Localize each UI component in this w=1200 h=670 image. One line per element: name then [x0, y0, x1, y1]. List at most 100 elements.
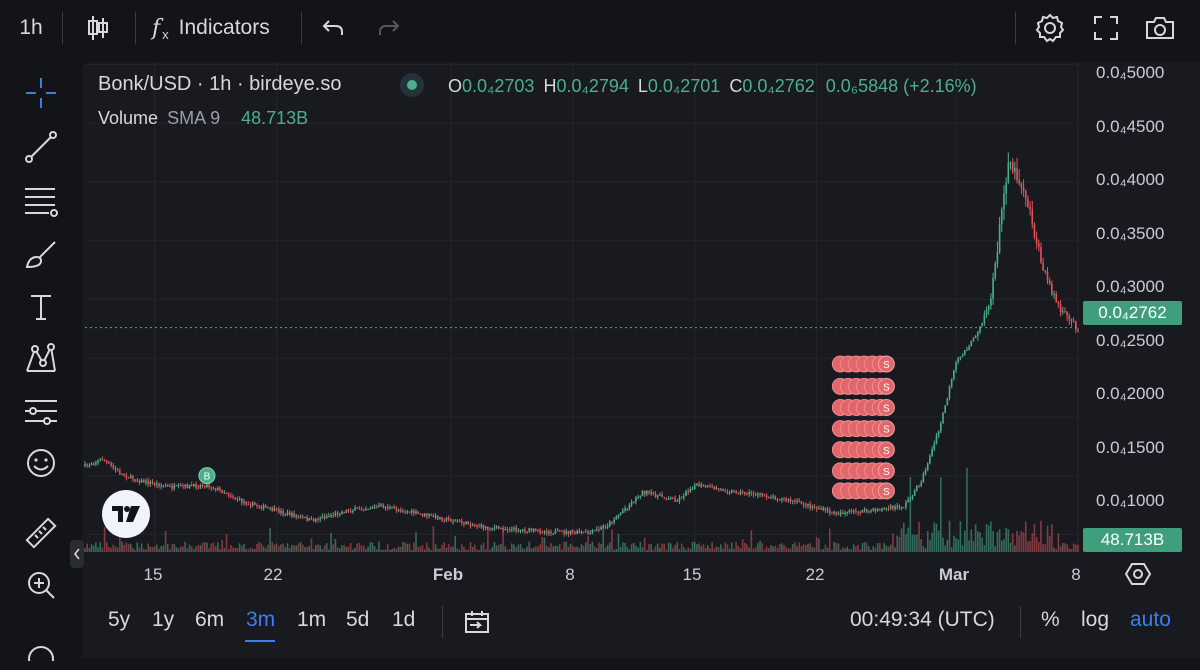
- price-candle: [883, 508, 885, 510]
- crosshair-icon[interactable]: [20, 72, 62, 114]
- price-candle: [1005, 182, 1007, 194]
- volume-bar: [844, 548, 846, 552]
- volume-bar: [347, 546, 350, 552]
- auto-toggle[interactable]: auto: [1130, 608, 1171, 631]
- volume-bar: [301, 544, 304, 552]
- price-candle: [121, 473, 123, 475]
- trendline-icon[interactable]: [20, 126, 62, 168]
- price-candle: [199, 485, 202, 488]
- y-tick-label: 0.0₄4500: [1096, 117, 1165, 136]
- price-candle: [264, 505, 267, 508]
- chart-area[interactable]: [82, 62, 1200, 658]
- volume-bar: [643, 537, 646, 552]
- brush-icon[interactable]: [20, 234, 62, 276]
- volume-bar: [837, 543, 840, 552]
- price-candle: [160, 485, 163, 487]
- zoom-in-icon[interactable]: [20, 564, 62, 606]
- collapse-icon[interactable]: [70, 540, 84, 568]
- price-candle: [456, 520, 459, 522]
- volume-label[interactable]: Volume: [98, 108, 159, 128]
- volume-bar: [578, 548, 581, 552]
- price-candle: [319, 518, 321, 520]
- volume-bar: [1035, 537, 1038, 552]
- volume-bar: [175, 547, 178, 552]
- price-candle: [702, 484, 705, 486]
- volume-bar: [343, 544, 345, 552]
- period-5d[interactable]: 5d: [346, 608, 370, 631]
- price-candle: [630, 501, 633, 505]
- camera-icon[interactable]: [1142, 0, 1178, 56]
- price-candle: [186, 484, 189, 489]
- candles-icon[interactable]: [80, 0, 116, 56]
- volume-bar: [822, 549, 825, 552]
- price-candle: [1053, 294, 1055, 296]
- period-1m[interactable]: 1m: [297, 608, 327, 631]
- volume-bar: [419, 546, 422, 552]
- price-candle: [628, 504, 631, 509]
- chart-legend-symbol: Bonk/USD · 1h · birdeye.so: [98, 73, 341, 96]
- volume-bar: [299, 542, 302, 552]
- period-1y[interactable]: 1y: [152, 608, 175, 631]
- price-candle: [944, 405, 946, 413]
- price-candle: [373, 506, 376, 508]
- redo-icon[interactable]: [372, 0, 406, 56]
- price-candle: [225, 492, 228, 495]
- volume-bar: [330, 532, 332, 552]
- price-candle: [707, 485, 709, 488]
- volume-bar: [818, 538, 820, 552]
- sell-marker: [877, 398, 895, 416]
- price-candle: [1009, 162, 1012, 164]
- indicators-button[interactable]: f x Indicators: [152, 0, 294, 56]
- drawing-toolbar: [0, 56, 82, 652]
- volume-bar: [90, 544, 93, 552]
- ruler-icon[interactable]: [20, 512, 62, 554]
- volume-bar: [134, 549, 136, 552]
- emoji-icon[interactable]: [20, 442, 62, 484]
- interval-selector[interactable]: 1h: [19, 16, 43, 39]
- period-6m[interactable]: 6m: [195, 608, 225, 631]
- price-candle: [641, 490, 644, 496]
- text-icon[interactable]: [20, 286, 62, 328]
- percent-toggle[interactable]: %: [1041, 608, 1060, 631]
- pattern-icon[interactable]: [20, 338, 62, 380]
- price-candle: [421, 513, 424, 516]
- forecast-icon[interactable]: [20, 390, 62, 432]
- undo-icon[interactable]: [316, 0, 350, 56]
- price-candle: [467, 521, 470, 525]
- price-candle: [604, 526, 607, 528]
- volume-bar: [746, 544, 748, 552]
- price-candle: [419, 513, 422, 515]
- symbol-label[interactable]: Bonk/USD · 1h · birdeye.so: [98, 73, 342, 95]
- price-candle: [217, 488, 219, 491]
- volume-bar: [593, 546, 596, 552]
- price-candle: [450, 519, 452, 522]
- price-candle: [835, 511, 838, 515]
- sell-marker: [877, 462, 895, 480]
- fib-icon[interactable]: [20, 180, 62, 222]
- price-candle: [1068, 315, 1071, 319]
- volume-bar: [402, 541, 404, 552]
- price-candle: [439, 517, 441, 520]
- log-toggle[interactable]: log: [1081, 608, 1110, 631]
- axis-settings-icon[interactable]: [1124, 560, 1152, 588]
- period-3m[interactable]: 3m: [246, 608, 276, 631]
- price-candle: [341, 511, 343, 515]
- period-1d[interactable]: 1d: [392, 608, 416, 631]
- price-candle: [754, 494, 757, 496]
- x-tick-label: 22: [263, 565, 283, 584]
- price-candle: [1077, 329, 1079, 331]
- volume-bar: [238, 543, 241, 552]
- volume-bar: [998, 529, 1001, 552]
- clock-readout[interactable]: 00:49:34 (UTC): [850, 608, 995, 631]
- fullscreen-icon[interactable]: [1088, 0, 1124, 56]
- price-candle: [334, 512, 337, 516]
- price-candle: [1048, 280, 1051, 284]
- settings-icon[interactable]: [1032, 0, 1068, 56]
- period-5y[interactable]: 5y: [108, 608, 131, 631]
- goto-date-icon[interactable]: [462, 608, 492, 638]
- price-candle: [815, 507, 818, 509]
- price-candle: [837, 514, 840, 516]
- price-candle: [589, 532, 592, 534]
- price-candle: [138, 480, 141, 483]
